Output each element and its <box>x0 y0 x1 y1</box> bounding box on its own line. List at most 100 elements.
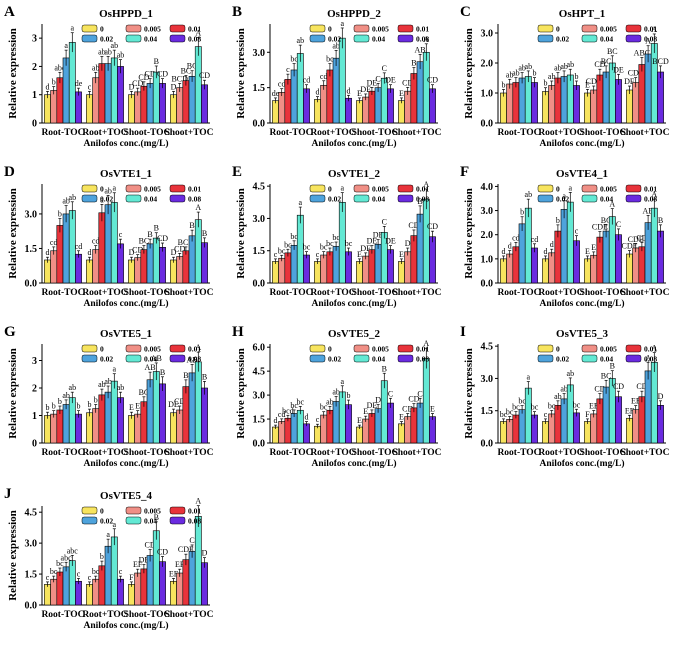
bar <box>512 246 520 284</box>
bar <box>560 398 568 444</box>
y-tick-label: 4.5 <box>253 182 266 193</box>
x-axis-label: Anilofos conc.(mg/L) <box>84 138 169 149</box>
bar <box>500 258 507 284</box>
bar <box>531 82 538 124</box>
y-axis-label: Relative expression <box>7 510 19 601</box>
bar <box>176 87 184 124</box>
significance-letter: F <box>129 573 134 582</box>
legend-label: 0 <box>328 25 332 34</box>
legend-label: 0.005 <box>144 185 161 194</box>
significance-letter: bc <box>326 55 334 64</box>
x-tick-label: Shoot+TOC <box>164 288 213 298</box>
bar <box>188 551 196 606</box>
significance-letter: ab <box>111 41 119 50</box>
x-tick-label: Shoot-TOC <box>580 448 627 458</box>
bar <box>86 584 93 606</box>
significance-letter: EF <box>625 406 635 415</box>
legend-label: 0.01 <box>188 507 201 516</box>
bar <box>518 77 526 124</box>
significance-letter: a <box>341 377 345 386</box>
y-axis-label: Relative expression <box>235 348 247 439</box>
bar <box>62 57 70 124</box>
bar <box>176 572 184 606</box>
bar <box>398 423 405 444</box>
x-tick-label: Shoot-TOC <box>580 288 627 298</box>
bar <box>201 562 208 606</box>
significance-letter: b <box>544 79 548 88</box>
significance-letter: bc <box>320 403 328 412</box>
significance-letter: ab <box>62 391 70 400</box>
bar <box>554 230 562 284</box>
significance-letter: a <box>562 192 566 201</box>
panel-letter: F <box>460 164 469 180</box>
bar <box>554 405 562 444</box>
x-axis-label: Anilofos conc.(mg/L) <box>540 458 625 469</box>
significance-letter: ab <box>567 369 575 378</box>
significance-letter: d <box>274 416 278 425</box>
significance-letter: bc <box>326 239 334 248</box>
legend-swatch <box>625 194 642 203</box>
legend-swatch <box>309 34 326 43</box>
significance-letter: bc <box>92 567 100 576</box>
bar <box>278 421 286 444</box>
significance-letter: bc <box>284 240 292 249</box>
legend-swatch <box>397 344 414 353</box>
significance-letter: de <box>272 89 280 98</box>
significance-letter: AB <box>187 355 198 364</box>
legend-swatch <box>169 516 186 525</box>
bar <box>398 100 405 124</box>
y-axis-label: Relative expression <box>235 28 247 119</box>
bar <box>596 236 604 284</box>
legend-label: 0.04 <box>144 517 157 526</box>
legend-label: 0.02 <box>556 35 569 44</box>
y-tick-label: 1.5 <box>253 246 266 257</box>
bar <box>152 371 160 444</box>
significance-letter: a <box>106 530 110 539</box>
bar <box>345 251 352 284</box>
legend-swatch <box>581 194 598 203</box>
bar <box>626 417 633 444</box>
x-tick-label: Root+TOC <box>310 288 355 298</box>
bar <box>650 43 658 124</box>
bar <box>194 219 202 284</box>
bar <box>632 247 640 284</box>
significance-letter: C <box>382 64 387 73</box>
y-tick-label: 0.0 <box>253 119 266 130</box>
legend-label: 0.005 <box>372 345 389 354</box>
significance-letter: a <box>71 24 75 33</box>
significance-letter: E <box>585 247 590 256</box>
significance-letter: BC <box>607 47 618 56</box>
bar <box>272 426 279 444</box>
bar <box>506 253 514 284</box>
legend-swatch <box>81 194 98 203</box>
bar <box>566 384 574 444</box>
bar <box>542 258 549 284</box>
legend-swatch <box>581 24 598 33</box>
x-tick-label: Shoot+TOC <box>620 128 669 138</box>
significance-letter: b <box>502 80 506 89</box>
x-tick-label: Root-TOC <box>269 448 312 458</box>
x-tick-label: Root-TOC <box>41 610 84 620</box>
bar <box>345 97 352 124</box>
bar <box>98 394 106 444</box>
legend-swatch <box>169 24 186 33</box>
significance-letter: bc <box>512 403 520 412</box>
significance-letter: D <box>405 239 411 248</box>
bar <box>290 413 298 444</box>
x-tick-label: Root+TOC <box>82 128 127 138</box>
bar <box>303 254 310 284</box>
significance-letter: E <box>357 250 362 259</box>
significance-letter: CDE <box>586 77 602 86</box>
significance-letter: CD <box>594 60 605 69</box>
significance-letter: ab <box>554 64 562 73</box>
legend-swatch <box>125 516 142 525</box>
significance-letter: B <box>610 362 615 371</box>
significance-letter: CD <box>174 397 185 406</box>
bar <box>387 249 394 284</box>
significance-letter: bc <box>278 246 286 255</box>
bar <box>134 413 142 444</box>
y-axis-label: Relative expression <box>235 188 247 279</box>
bar <box>284 417 292 444</box>
legend-swatch <box>81 506 98 515</box>
bar <box>296 53 304 124</box>
